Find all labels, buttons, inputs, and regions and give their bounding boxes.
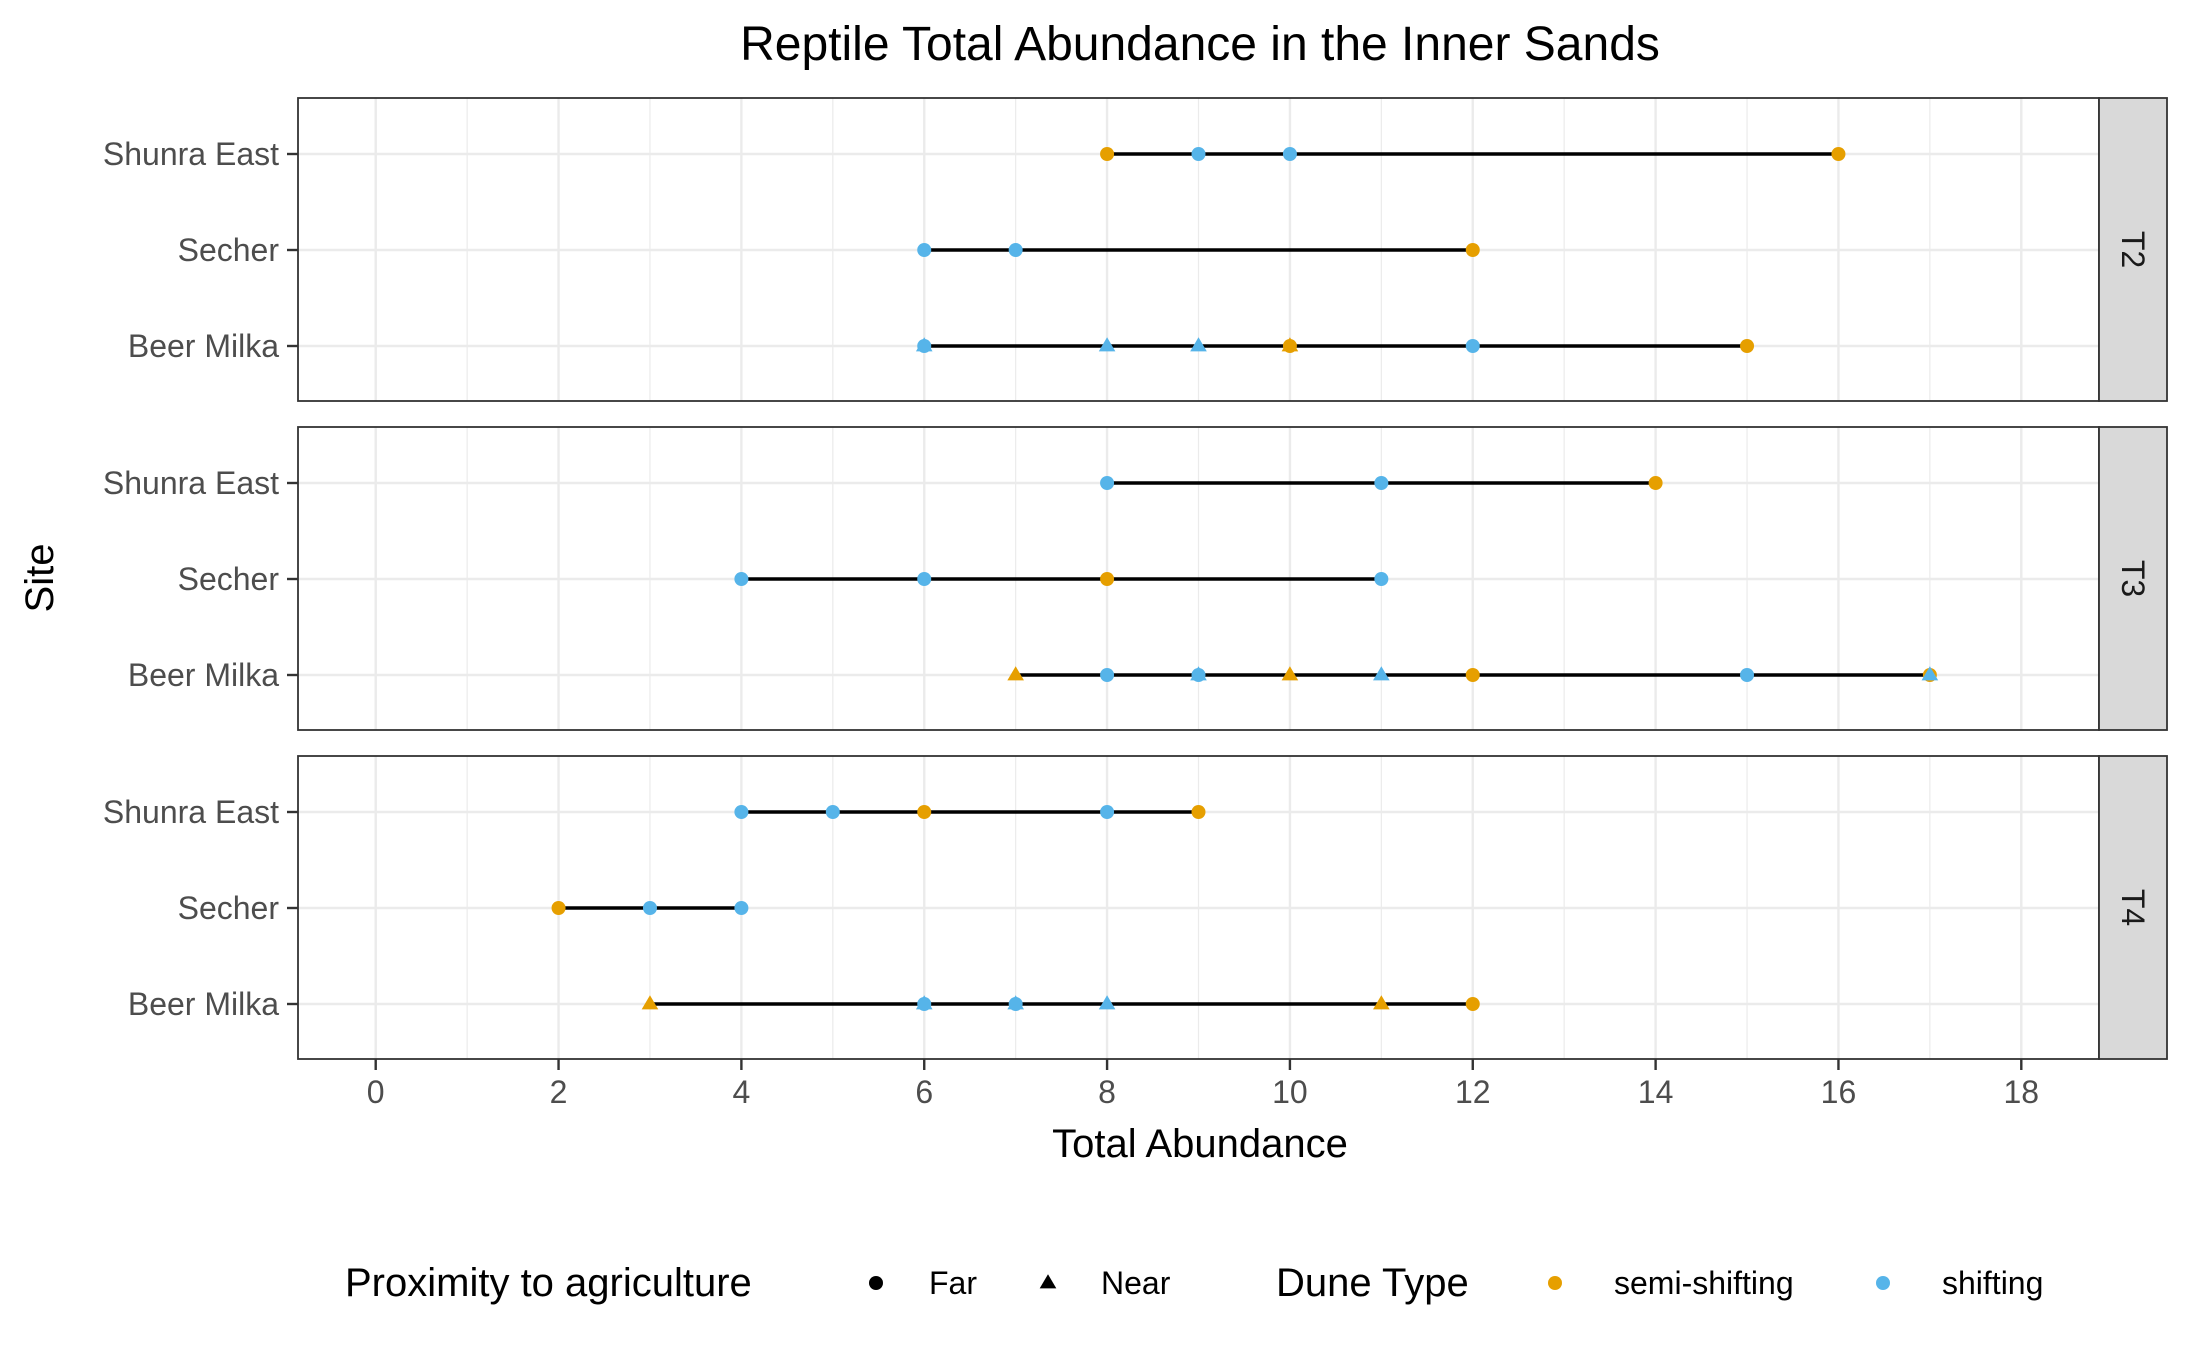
data-point-shunra-east-11 — [1374, 476, 1389, 490]
panel-t3: T3 Shunra East Secher Beer Milka — [103, 426, 2168, 731]
data-point-beer-milka-9 — [1190, 666, 1207, 681]
x-tick-label-12: 12 — [1455, 1074, 1491, 1110]
data-point-shunra-east-8 — [1100, 805, 1115, 819]
data-point-shunra-east-9 — [1191, 147, 1206, 161]
y-tick-label-shunra-east: Shunra East — [103, 136, 279, 172]
data-point-shunra-east-16 — [1831, 147, 1846, 161]
data-point-secher-4 — [734, 901, 749, 915]
data-point-shunra-east-10 — [1282, 147, 1297, 161]
data-point-beer-milka-11 — [1373, 666, 1390, 681]
x-tick-label-10: 10 — [1272, 1074, 1308, 1110]
data-point-beer-milka-7 — [1007, 995, 1024, 1010]
data-point-beer-milka-10 — [1281, 666, 1299, 681]
legend-title-dune-type: Dune Type — [1276, 1261, 1469, 1305]
y-tick-label-beer-milka: Beer Milka — [128, 657, 279, 693]
x-tick-label-14: 14 — [1638, 1074, 1674, 1110]
data-point-beer-milka-6 — [915, 337, 933, 352]
x-tick-label-16: 16 — [1821, 1074, 1857, 1110]
data-point-secher-11 — [1374, 572, 1389, 586]
data-point-beer-milka-8 — [1098, 995, 1116, 1010]
data-point-beer-milka-15 — [1740, 668, 1755, 682]
panel-t4: T4 Shunra East Secher Beer Milka — [103, 755, 2168, 1060]
facet-label-t2: T2 — [2115, 231, 2151, 268]
x-tick-label-2: 2 — [550, 1074, 568, 1110]
data-point-shunra-east-8 — [1100, 147, 1115, 161]
data-point-shunra-east-5 — [825, 805, 840, 819]
facet-strip — [2098, 97, 2168, 402]
data-point-beer-milka-8 — [1098, 337, 1116, 352]
x-tick-label-0: 0 — [367, 1074, 385, 1110]
legend: Proximity to agriculture Far Near Dune Type… — [345, 1261, 2043, 1305]
data-point-shunra-east-14 — [1648, 476, 1663, 490]
data-point-secher-3 — [642, 901, 657, 915]
y-tick-label-beer-milka: Beer Milka — [128, 328, 279, 364]
chart-title: Reptile Total Abundance in the Inner San… — [740, 18, 1660, 71]
y-tick-label-shunra-east: Shunra East — [103, 794, 279, 830]
y-tick-label-secher: Secher — [178, 890, 280, 926]
data-point-secher-7 — [1008, 243, 1023, 257]
x-tick-label-18: 18 — [2003, 1074, 2039, 1110]
y-tick-label-beer-milka: Beer Milka — [128, 986, 279, 1022]
data-point-secher-8 — [1100, 572, 1115, 586]
data-point-secher-6 — [917, 243, 932, 257]
legend-key-near — [1039, 1274, 1057, 1289]
legend-key-semi-shifting — [1548, 1276, 1562, 1290]
legend-label-near: Near — [1101, 1265, 1171, 1301]
facet-strip — [2098, 426, 2168, 731]
data-point-beer-milka-12 — [1465, 668, 1480, 682]
data-point-secher-12 — [1465, 243, 1480, 257]
panel-t2: T2 Shunra East Secher Beer Milka — [103, 97, 2168, 402]
legend-label-far: Far — [929, 1265, 977, 1301]
data-point-shunra-east-9 — [1191, 805, 1206, 819]
data-point-beer-milka-11 — [1373, 995, 1390, 1010]
legend-key-shifting — [1876, 1276, 1890, 1290]
data-point-shunra-east-4 — [734, 805, 749, 819]
legend-label-semi-shifting: semi-shifting — [1614, 1265, 1794, 1301]
data-point-beer-milka-12 — [1465, 339, 1480, 353]
data-point-secher-4 — [734, 572, 749, 586]
facet-label-t3: T3 — [2115, 560, 2151, 597]
x-axis-title: Total Abundance — [1052, 1122, 1348, 1166]
data-point-beer-milka-17 — [1921, 666, 1939, 681]
facet-panels: T2 Shunra East Secher Beer Milka T3 Shunra Ea… — [103, 97, 2168, 1060]
data-point-beer-milka-8 — [1100, 668, 1115, 682]
x-tick-label-8: 8 — [1098, 1074, 1116, 1110]
y-tick-label-secher: Secher — [178, 561, 280, 597]
data-point-beer-milka-9 — [1190, 337, 1207, 352]
x-axis: 0 2 4 6 8 10 12 14 16 18 — [367, 1059, 2039, 1110]
y-axis-title: Site — [18, 544, 62, 613]
data-point-beer-milka-15 — [1740, 339, 1755, 353]
y-tick-label-secher: Secher — [178, 232, 280, 268]
data-point-beer-milka-10 — [1281, 337, 1299, 352]
data-point-secher-6 — [917, 572, 932, 586]
x-tick-label-6: 6 — [915, 1074, 933, 1110]
legend-title-proximity: Proximity to agriculture — [345, 1261, 752, 1305]
facet-strip — [2098, 755, 2168, 1060]
data-point-shunra-east-8 — [1100, 476, 1115, 490]
legend-key-far — [869, 1276, 883, 1290]
data-point-beer-milka-3 — [641, 995, 659, 1010]
data-point-beer-milka-7 — [1007, 666, 1024, 681]
legend-label-shifting: shifting — [1942, 1265, 2043, 1301]
data-point-beer-milka-12 — [1465, 997, 1480, 1011]
facet-label-t4: T4 — [2115, 889, 2151, 926]
x-tick-label-4: 4 — [732, 1074, 750, 1110]
y-tick-label-shunra-east: Shunra East — [103, 465, 279, 501]
data-point-beer-milka-6 — [915, 995, 933, 1010]
data-point-shunra-east-6 — [917, 805, 932, 819]
data-point-secher-2 — [551, 901, 566, 915]
